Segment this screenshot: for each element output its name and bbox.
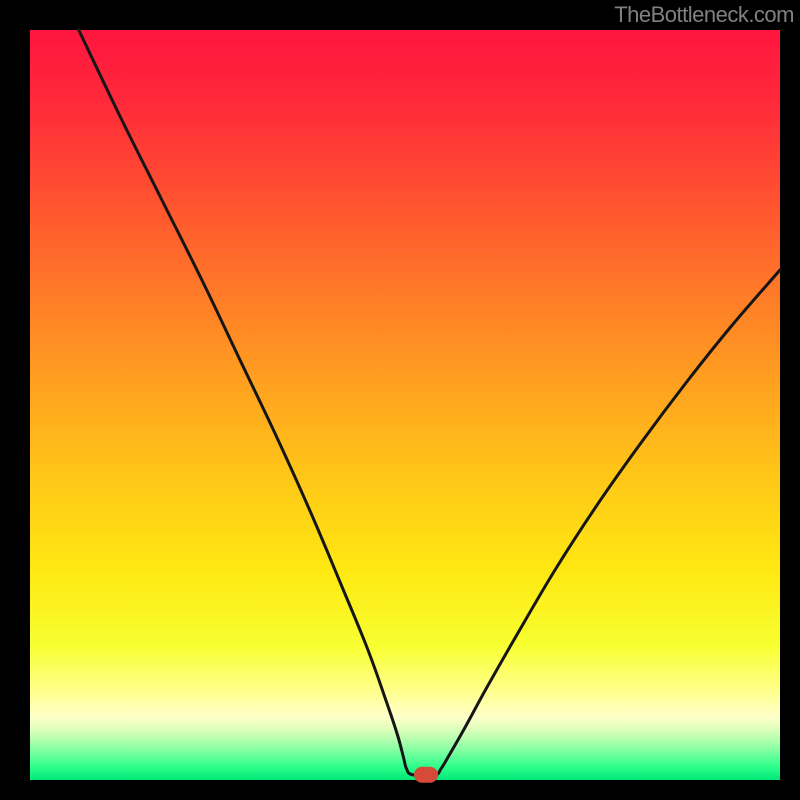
bottleneck-chart [0,0,800,800]
optimal-marker [414,767,438,783]
chart-container: { "watermark": "TheBottleneck.com", "can… [0,0,800,800]
watermark-text: TheBottleneck.com [614,2,794,28]
